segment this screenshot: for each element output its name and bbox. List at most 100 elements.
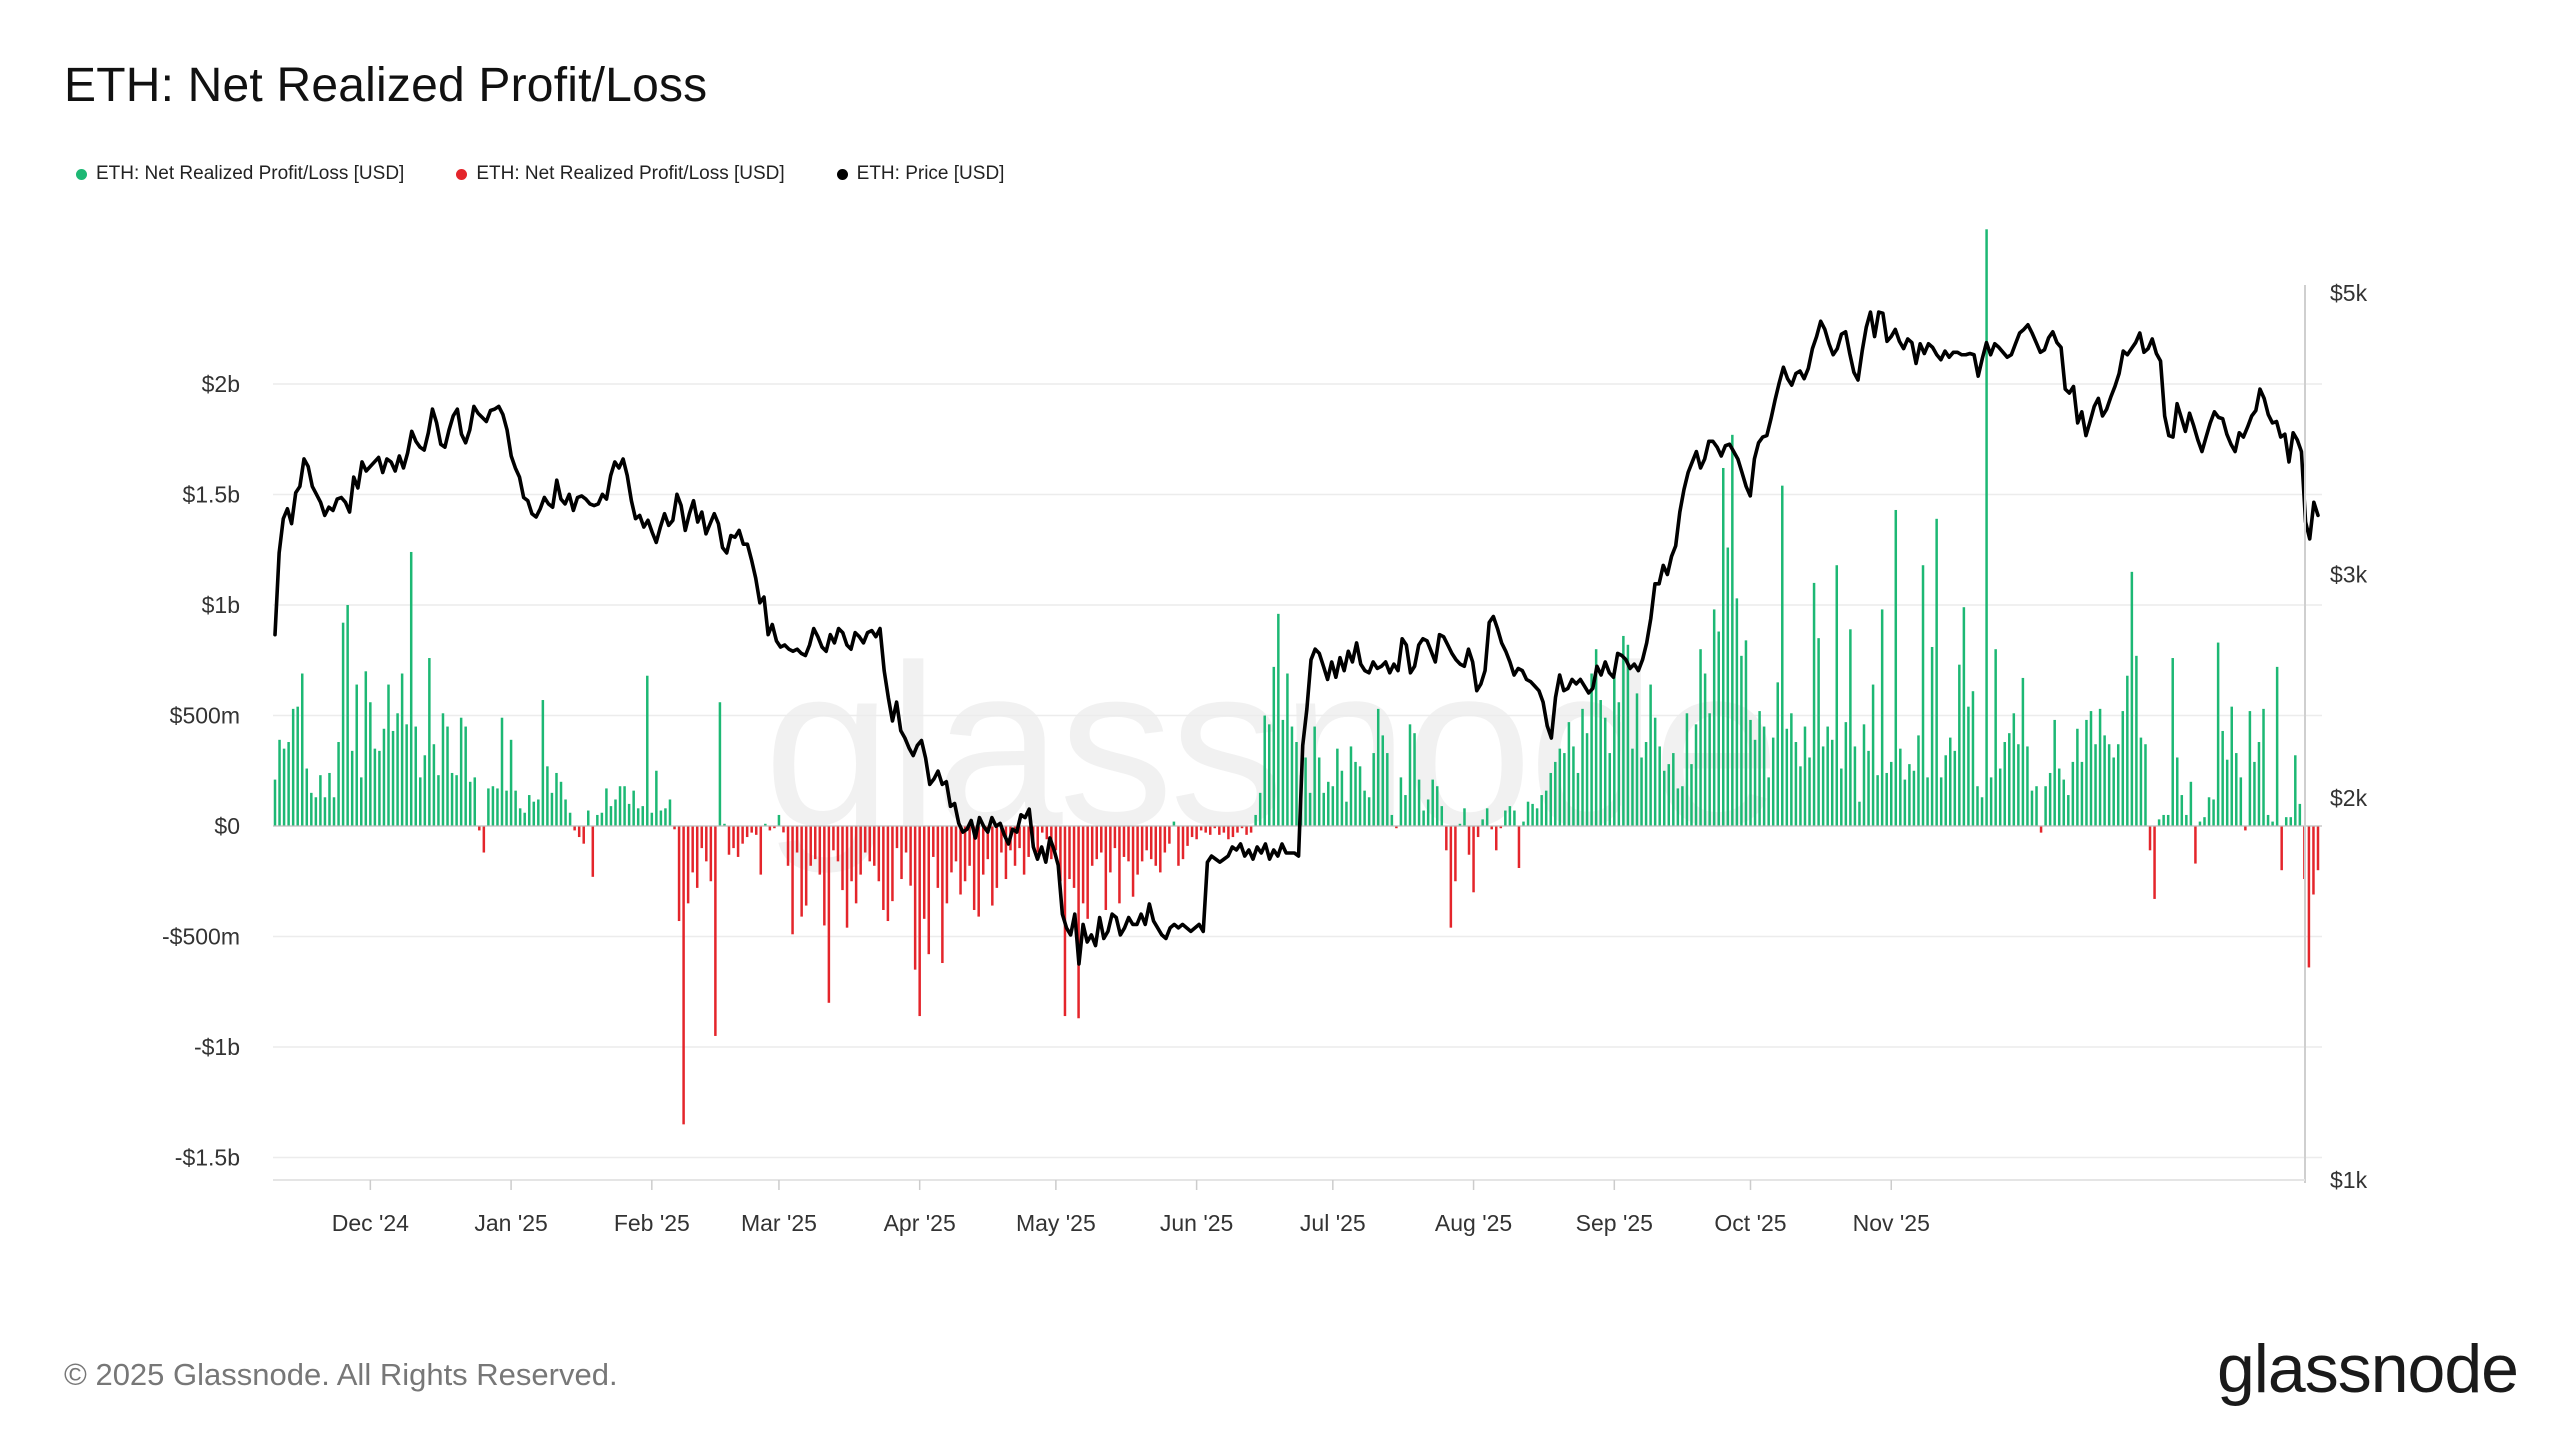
bar-110: [773, 826, 776, 829]
bar-50: [500, 717, 504, 826]
x-tick-label: Apr '25: [884, 1210, 956, 1236]
bar-257: [1440, 806, 1444, 826]
bar-383: [2012, 713, 2016, 826]
bar-209: [1222, 826, 1226, 833]
bar-164: [1018, 826, 1021, 849]
bar-302: [1644, 742, 1648, 826]
bar-188: [1127, 826, 1130, 862]
bar-407: [2121, 711, 2125, 826]
bar-62: [555, 772, 558, 826]
bar-399: [2085, 719, 2088, 826]
bar-213: [1240, 826, 1244, 829]
bar-232: [1327, 781, 1330, 826]
legend-item-price[interactable]: ETH: Price [USD]: [836, 163, 1004, 185]
bar-176: [1072, 826, 1076, 888]
bar-221: [1277, 613, 1280, 826]
bar-398: [2080, 761, 2084, 826]
bar-269: [1495, 826, 1498, 851]
bar-433: [2239, 777, 2243, 826]
bar-27: [396, 713, 399, 826]
bar-38: [446, 726, 449, 826]
bar-254: [1426, 799, 1430, 826]
bar-311: [1685, 713, 1689, 826]
bar-305: [1658, 746, 1661, 826]
bar-102: [736, 826, 740, 857]
bar-236: [1345, 801, 1348, 826]
bar-317: [1712, 609, 1716, 826]
bar-65: [568, 812, 572, 826]
bar-334: [1790, 713, 1793, 826]
bar-315: [1703, 673, 1707, 826]
axes: [273, 285, 2306, 1183]
bar-89: [677, 826, 681, 922]
legend-item-profit[interactable]: ETH: Net Realized Profit/Loss [USD]: [76, 163, 404, 185]
left-tick-label: $1.5b: [182, 482, 240, 508]
brand-logo: glassnode: [2216, 1331, 2519, 1407]
bar-446: [2298, 803, 2302, 826]
bar-365: [1930, 646, 1934, 826]
bar-276: [1526, 801, 1530, 826]
bar-60: [546, 766, 549, 826]
bar-247: [1395, 826, 1398, 829]
bar-394: [2062, 779, 2066, 826]
bar-185: [1113, 826, 1117, 849]
bar-388: [2035, 786, 2038, 826]
left-tick-label: $0: [214, 813, 240, 839]
bar-262: [1463, 808, 1466, 826]
bar-370: [1953, 750, 1957, 826]
gridlines: [273, 383, 2322, 1159]
bar-299: [1631, 748, 1634, 826]
bar-152: [963, 826, 967, 882]
bar-182: [1100, 826, 1103, 853]
copyright-footer: © 2025 Glassnode. All Rights Reserved.: [64, 1357, 618, 1392]
bar-135: [886, 826, 890, 922]
bar-264: [1472, 826, 1475, 893]
bar-423: [2194, 826, 2197, 864]
bar-275: [1522, 821, 1525, 826]
bar-91: [686, 826, 690, 904]
x-tick-label: Aug '25: [1435, 1210, 1512, 1236]
bar-354: [1880, 609, 1884, 826]
bar-341: [1821, 746, 1825, 826]
bar-310: [1681, 786, 1684, 826]
bar-230: [1317, 757, 1321, 826]
bar-242: [1372, 753, 1375, 826]
bar-87: [668, 799, 672, 826]
bar-289: [1585, 733, 1589, 826]
bar-61: [550, 792, 554, 826]
bar-139: [904, 826, 908, 853]
bar-349: [1858, 801, 1861, 826]
bar-205: [1204, 826, 1207, 833]
bar-29: [405, 724, 408, 826]
bar-385: [2021, 677, 2025, 826]
bar-234: [1336, 748, 1339, 826]
bar-79: [632, 790, 635, 826]
bar-223: [1286, 673, 1289, 826]
bar-148: [945, 826, 949, 904]
x-tick-label: Mar '25: [741, 1210, 817, 1236]
bar-218: [1263, 715, 1266, 826]
bar-415: [2157, 819, 2161, 826]
bar-245: [1386, 753, 1389, 826]
bar-155: [977, 826, 980, 917]
bar-117: [804, 826, 808, 906]
bar-427: [2212, 799, 2215, 826]
legend-item-loss[interactable]: ETH: Net Realized Profit/Loss [USD]: [456, 163, 785, 185]
bar-259: [1449, 826, 1453, 928]
bar-326: [1753, 739, 1757, 826]
bar-51: [505, 790, 508, 826]
bar-347: [1849, 629, 1852, 826]
bar-261: [1458, 823, 1462, 826]
bar-422: [2189, 781, 2193, 826]
bar-303: [1649, 684, 1652, 826]
bar-132: [873, 826, 876, 866]
bar-104: [745, 826, 749, 838]
bar-290: [1590, 673, 1593, 826]
bar-250: [1408, 724, 1412, 826]
bar-17: [350, 750, 354, 826]
bar-11: [323, 797, 327, 826]
bar-194: [1154, 826, 1158, 866]
left-tick-label: -$500m: [162, 924, 240, 950]
bar-397: [2076, 728, 2079, 826]
